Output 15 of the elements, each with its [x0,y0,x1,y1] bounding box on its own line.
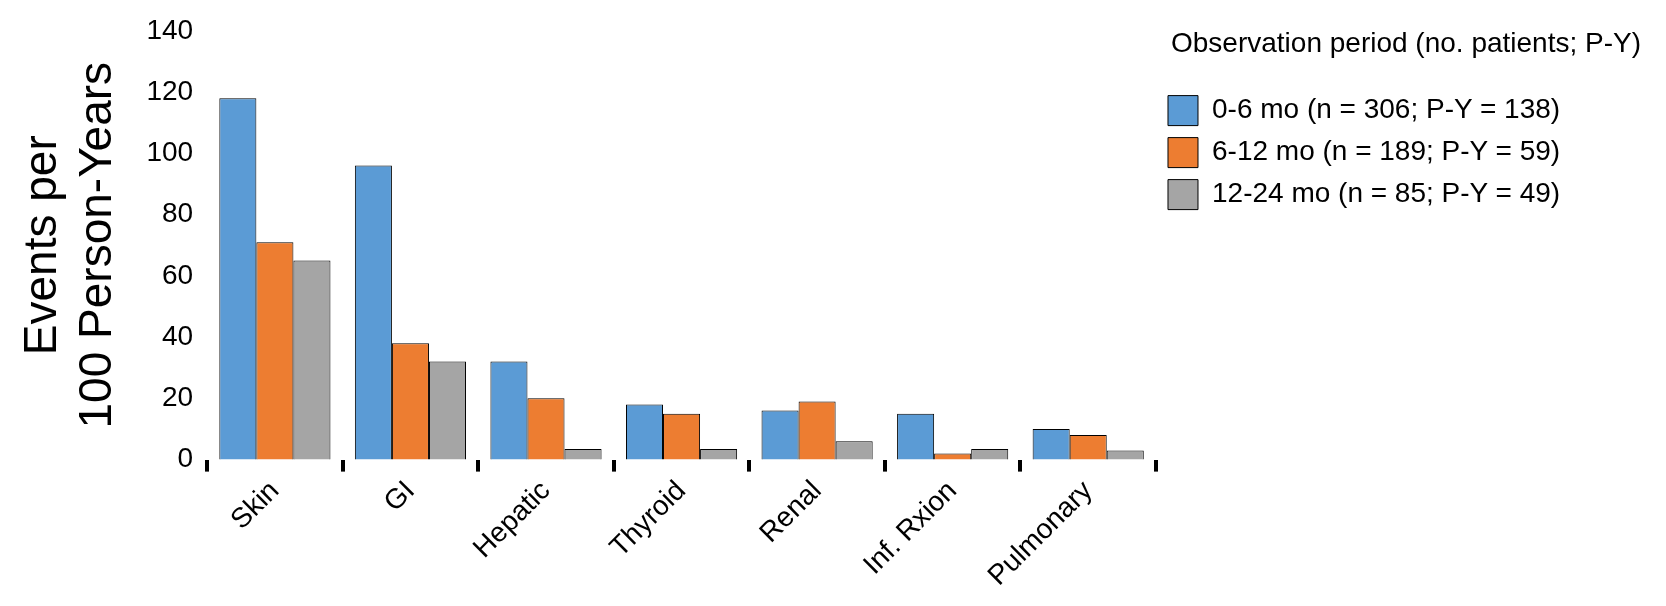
x-tick-label: GI [377,474,421,518]
y-tick-label: 0 [177,442,194,474]
y-tick-label: 100 [146,136,194,168]
y-tick-label: 140 [146,13,194,45]
legend-label: 12-24 mo (n = 85; P-Y = 49) [1211,177,1561,209]
y-tick-label: 120 [146,74,194,106]
y-tick-label: 20 [161,381,194,413]
legend-label: 6-12 mo (n = 189; P-Y = 59) [1211,135,1561,167]
legend-title: Observation period (no. patients; P-Y) [1170,26,1641,58]
y-tick-label: 40 [161,319,194,351]
y-tick-label: 60 [161,258,194,290]
legend-label: 0-6 mo (n = 306; P-Y = 138) [1211,93,1561,125]
y-tick-label: 80 [161,197,194,229]
y-axis-title: Events per 100 Person-Years [14,61,122,429]
x-tick-label: Skin [224,474,285,535]
